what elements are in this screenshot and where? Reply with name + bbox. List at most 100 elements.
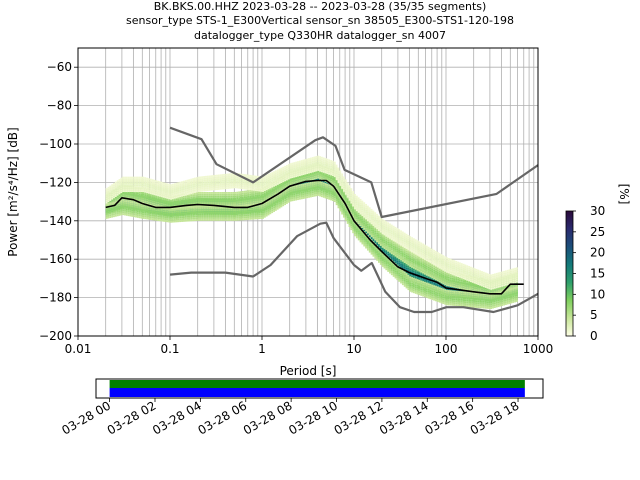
density-cell [107, 212, 110, 215]
density-cell [190, 205, 193, 208]
density-cell [394, 270, 397, 273]
density-cell [247, 208, 250, 211]
density-cell [324, 192, 327, 195]
density-cell [328, 195, 331, 198]
density-cell [473, 284, 476, 287]
density-cell [164, 210, 167, 213]
density-cell [359, 240, 362, 243]
density-cell [173, 210, 176, 213]
density-cell [201, 215, 204, 217]
density-cell [354, 224, 356, 227]
density-cell [361, 224, 364, 227]
density-cell [186, 211, 189, 214]
density-cell [420, 270, 423, 273]
density-cell [339, 207, 342, 210]
density-cell [372, 227, 375, 230]
density-cell [409, 268, 412, 271]
density-cell [228, 193, 231, 196]
density-cell [197, 211, 200, 214]
density-cell [175, 214, 178, 217]
density-cell [269, 200, 272, 203]
density-cell [366, 227, 369, 230]
density-cell [300, 187, 303, 190]
density-cell [365, 225, 367, 228]
density-cell [306, 177, 309, 180]
density-cell [370, 237, 373, 240]
density-cell [291, 179, 294, 182]
density-cell [267, 207, 270, 210]
density-cell [379, 234, 382, 237]
density-cell [368, 227, 371, 230]
density-cell [339, 201, 342, 204]
density-cell [267, 205, 270, 208]
density-cell [346, 196, 349, 199]
density-cell [151, 210, 154, 213]
density-cell [114, 199, 117, 202]
density-cell [446, 274, 448, 277]
density-cell [276, 188, 279, 191]
density-cell [194, 196, 196, 199]
density-cell [341, 191, 344, 194]
density-cell [219, 211, 222, 214]
density-cell [412, 276, 415, 278]
density-cell [127, 204, 130, 207]
density-cell [466, 284, 469, 287]
density-cell [192, 209, 195, 212]
density-cell [155, 197, 158, 200]
density-cell [205, 199, 207, 202]
density-cell [400, 254, 402, 257]
density-cell [383, 258, 386, 261]
density-cell [127, 191, 130, 194]
density-cell [188, 195, 191, 198]
density-cell [354, 218, 356, 221]
density-cell [308, 193, 310, 196]
density-cell [311, 176, 314, 179]
density-cell [223, 215, 226, 217]
density-cell [396, 260, 399, 263]
density-cell [149, 210, 152, 213]
density-cell [405, 254, 408, 257]
density-cell [499, 287, 502, 290]
density-cell [206, 195, 209, 198]
density-cell [319, 177, 321, 180]
density-cell [381, 263, 384, 265]
density-cell [219, 207, 222, 210]
density-cell [258, 200, 261, 203]
density-cell [317, 178, 320, 181]
density-cell [350, 220, 353, 223]
density-cell [210, 193, 213, 196]
density-cell [142, 205, 145, 208]
density-cell [194, 205, 196, 208]
density-cell [122, 207, 125, 210]
density-cell [317, 192, 320, 194]
density-cell [228, 197, 231, 200]
density-cell [287, 191, 290, 194]
density-cell [381, 259, 384, 262]
density-cell [407, 282, 410, 285]
density-cell [335, 197, 338, 200]
density-cell [488, 291, 491, 294]
density-cell [411, 269, 413, 272]
density-cell [368, 231, 371, 234]
density-cell [313, 173, 316, 176]
density-cell [251, 189, 253, 192]
density-cell [412, 279, 415, 282]
density-cell [306, 186, 309, 189]
density-cell [240, 191, 242, 194]
density-cell [394, 248, 397, 251]
density-cell [324, 176, 327, 179]
density-cell [429, 273, 432, 276]
density-cell [230, 192, 233, 194]
density-cell [221, 218, 224, 221]
density-cell [333, 177, 336, 180]
density-cell [449, 275, 452, 278]
density-cell [383, 260, 386, 263]
density-cell [411, 252, 413, 255]
density-cell [289, 186, 292, 189]
density-cell [205, 211, 207, 214]
density-cell [131, 209, 134, 212]
density-cell [192, 198, 195, 201]
density-cell [236, 212, 239, 215]
density-cell [107, 208, 110, 211]
density-cell [256, 192, 259, 195]
